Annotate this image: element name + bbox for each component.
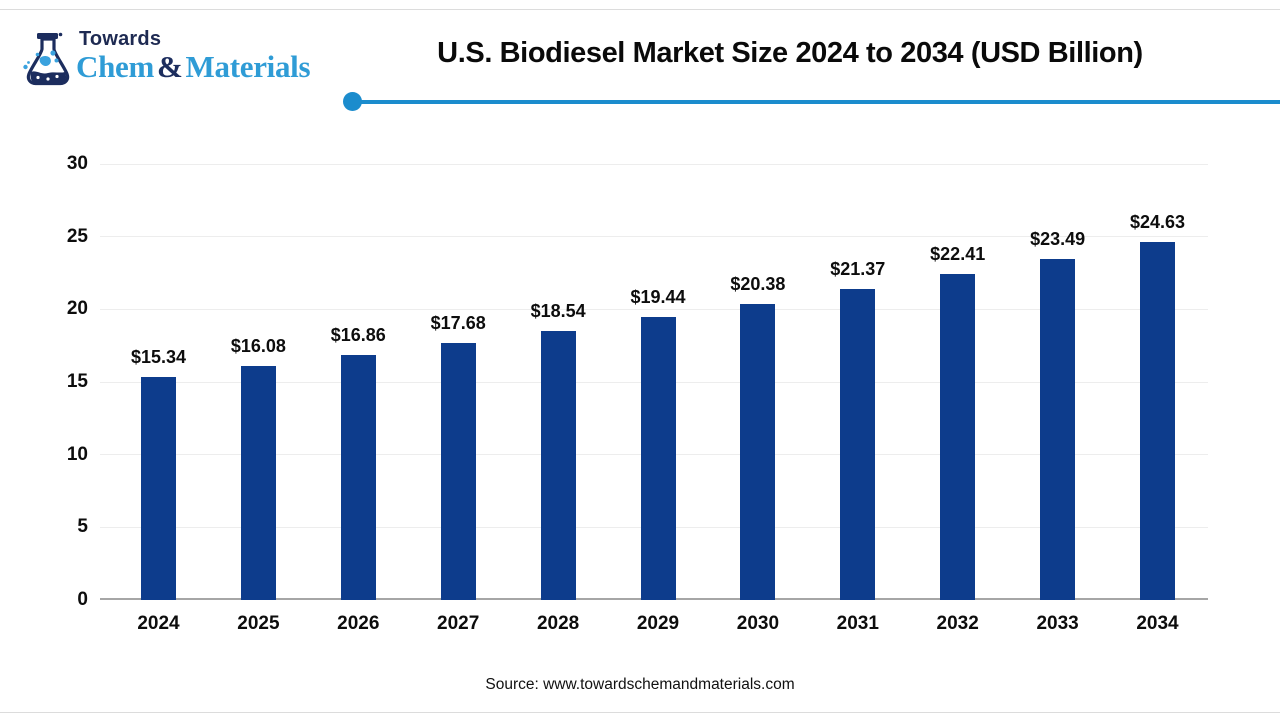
y-axis-tick-10: 10 xyxy=(66,443,88,465)
brand-logo: Towards Chem&Materials xyxy=(22,28,311,88)
brand-word-ampersand: & xyxy=(157,49,183,84)
x-axis-label-2024: 2024 xyxy=(137,613,180,634)
bar-2026 xyxy=(340,354,376,600)
x-axis-label-2032: 2032 xyxy=(936,613,979,634)
chart-title: U.S. Biodiesel Market Size 2024 to 2034 … xyxy=(437,36,1143,69)
x-axis-label-2027: 2027 xyxy=(437,613,480,634)
bar-2034 xyxy=(1140,242,1175,600)
y-axis-tick-20: 20 xyxy=(66,298,88,320)
bar-value-label-2030: $20.38 xyxy=(730,273,786,294)
bar-2024 xyxy=(141,377,176,600)
gridline-20 xyxy=(100,308,1208,310)
bar-2027 xyxy=(440,343,476,600)
header: U.S. Biodiesel Market Size 2024 to 2034 … xyxy=(340,30,1240,76)
bar-2030 xyxy=(740,303,776,600)
brand-name-towards: Towards xyxy=(79,28,162,50)
x-axis-label-2034: 2034 xyxy=(1136,613,1179,634)
bar-value-label-2032: $22.41 xyxy=(930,244,986,265)
bar-value-label-2034: $24.63 xyxy=(1129,212,1186,233)
source-text: Source: www.towardschemandmaterials.com xyxy=(485,676,795,693)
x-axis-label-2033: 2033 xyxy=(1036,613,1079,634)
bar-value-label-2033: $23.49 xyxy=(1030,228,1086,249)
bar-2033 xyxy=(1040,258,1076,600)
x-axis-label-2025: 2025 xyxy=(237,613,280,634)
y-axis-tick-0: 0 xyxy=(77,589,88,610)
header-divider-dot xyxy=(343,92,362,111)
y-axis-tick-25: 25 xyxy=(66,225,88,247)
x-axis-label-2029: 2029 xyxy=(636,613,680,634)
bar-2029 xyxy=(640,317,676,600)
bar-value-label-2028: $18.54 xyxy=(530,300,586,321)
x-axis-label-2031: 2031 xyxy=(836,613,879,634)
brand-word-chem: Chem xyxy=(76,49,155,84)
header-divider-line xyxy=(353,100,1280,104)
gridline-30 xyxy=(100,163,1208,165)
y-axis-tick-5: 5 xyxy=(77,516,88,538)
slide-top-border xyxy=(0,9,1280,10)
slide-bottom-border xyxy=(0,712,1280,713)
bar-value-label-2025: $16.08 xyxy=(230,336,286,357)
bar-value-label-2031: $21.37 xyxy=(830,259,886,280)
x-axis-label-2026: 2026 xyxy=(337,613,380,634)
gridline-25 xyxy=(100,236,1208,238)
brand-name-chem-materials: Chem&Materials xyxy=(76,49,311,84)
brand-word-materials: Materials xyxy=(185,49,311,84)
y-axis-tick-30: 30 xyxy=(66,153,88,174)
x-axis-label-2028: 2028 xyxy=(536,613,580,634)
bar-value-label-2026: $16.86 xyxy=(330,324,386,345)
bar-2032 xyxy=(940,274,976,600)
bar-2028 xyxy=(540,330,576,600)
bar-2031 xyxy=(840,289,876,600)
y-axis-tick-15: 15 xyxy=(66,371,88,392)
x-axis-label-2030: 2030 xyxy=(736,613,780,634)
bar-value-label-2029: $19.44 xyxy=(630,287,686,308)
flask-icon xyxy=(23,32,70,86)
bar-2025 xyxy=(240,366,276,600)
bar-value-label-2024: $15.34 xyxy=(130,347,187,368)
bar-value-label-2027: $17.68 xyxy=(430,313,486,334)
